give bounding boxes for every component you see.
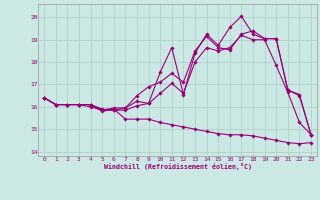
- X-axis label: Windchill (Refroidissement éolien,°C): Windchill (Refroidissement éolien,°C): [104, 163, 252, 170]
